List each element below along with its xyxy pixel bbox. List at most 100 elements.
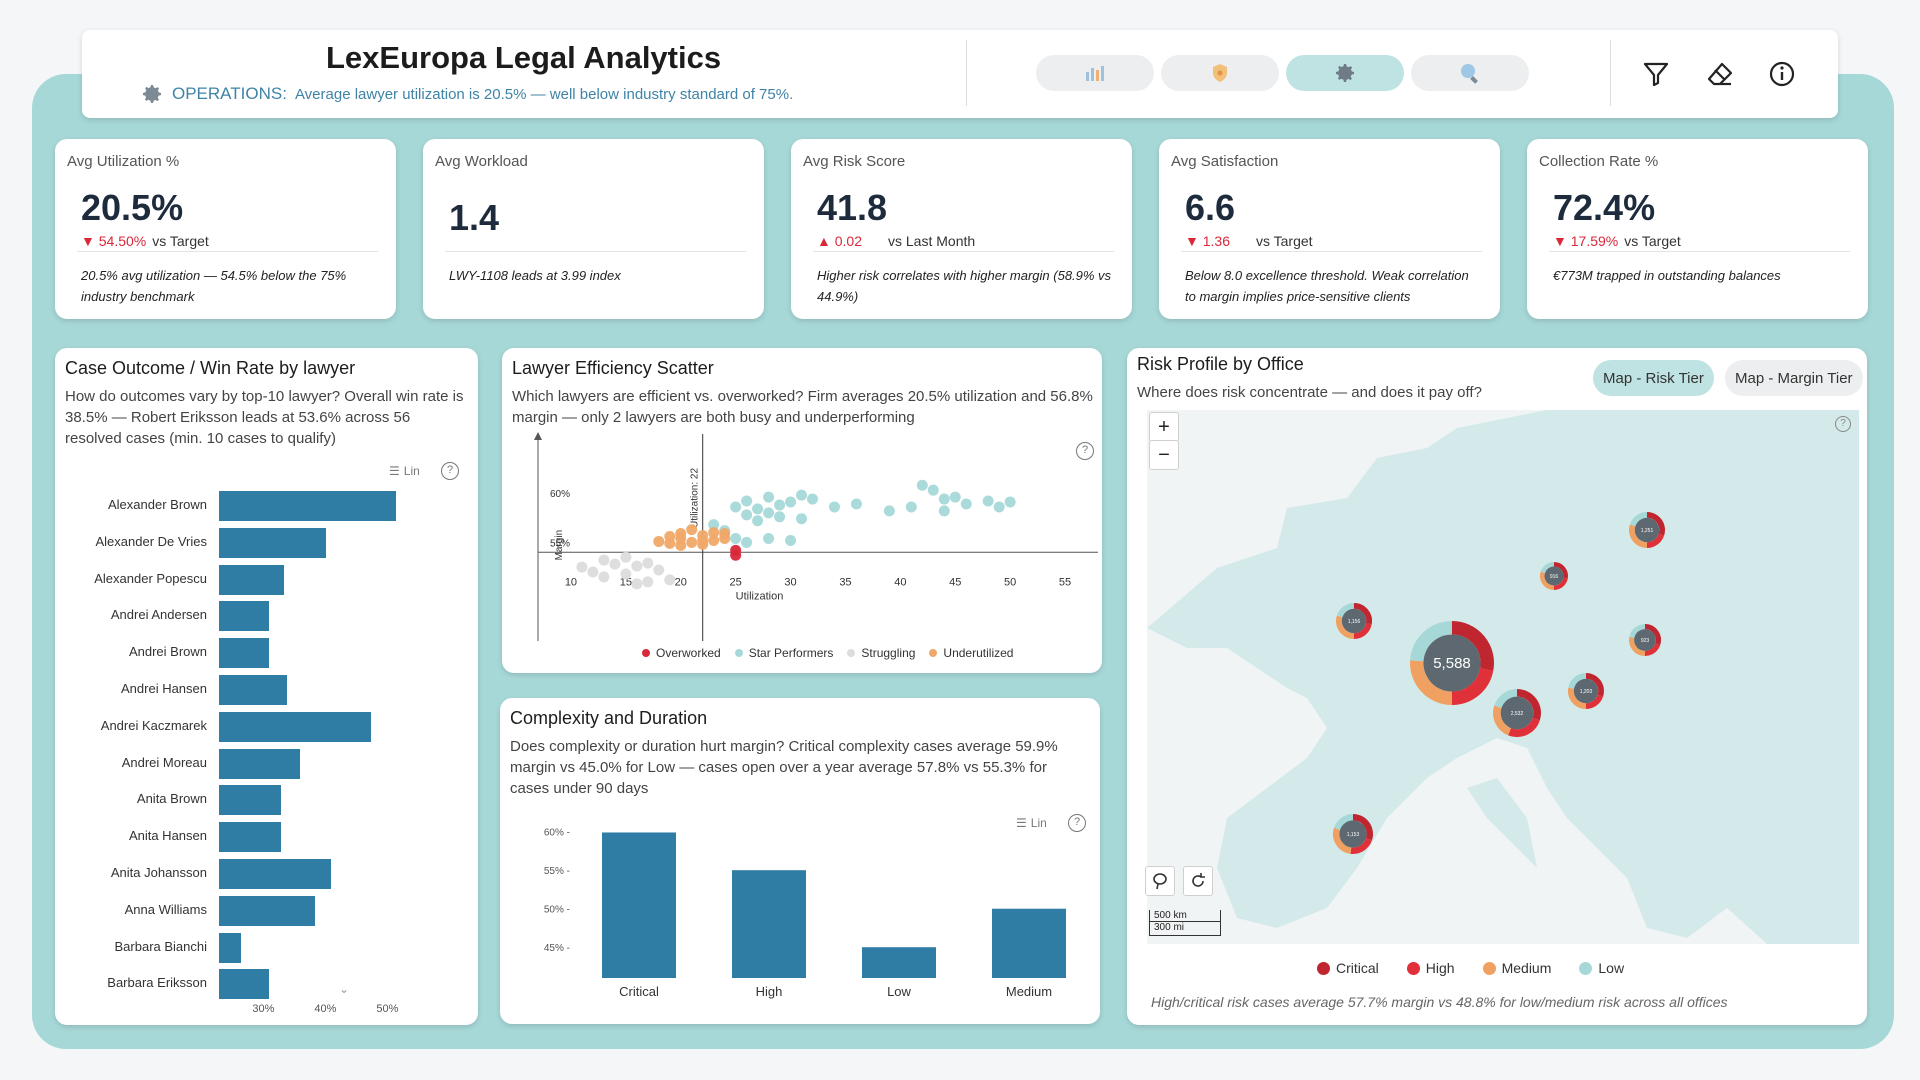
reset-view-button[interactable] [1183, 866, 1213, 896]
kpi-value: 72.4% [1553, 187, 1656, 228]
legend-label: Overworked [656, 646, 721, 660]
bar[interactable] [219, 527, 326, 558]
x-tick-label: 20 [675, 576, 687, 588]
scatter-point [883, 505, 895, 517]
bar-row[interactable]: Andrei Kaczmarek [55, 711, 475, 742]
office-donut-segment [1516, 689, 1541, 721]
x-tick-label: 30 [784, 576, 796, 588]
filter-button[interactable] [1640, 58, 1672, 90]
linear-scale-toggle[interactable]: ☰ Lin [1016, 816, 1047, 830]
page-pill-risk[interactable] [1161, 55, 1279, 91]
office-donut-segment [1410, 660, 1453, 705]
page-pill-overview[interactable] [1036, 55, 1154, 91]
bar-row[interactable]: Barbara Bianchi [55, 932, 475, 963]
complexity-bar [862, 947, 936, 978]
bar-row[interactable]: Andrei Brown [55, 638, 475, 669]
search-icon [1461, 64, 1478, 84]
page-pill-operations[interactable] [1286, 55, 1404, 91]
office-count-label: 1,203 [1580, 689, 1593, 695]
bar-row[interactable]: Andrei Andersen [55, 601, 475, 632]
europe-map[interactable]: 5,588 2,532 1,251 1,156 1,203 1,153 923 916 [1127, 348, 1867, 1025]
bar[interactable] [219, 638, 269, 669]
bar[interactable] [219, 822, 281, 853]
tab-map-margin-tier[interactable]: Map - Margin Tier [1725, 360, 1863, 396]
map-scale-bar: 500 km 300 mi [1149, 910, 1221, 936]
scatter-point [686, 536, 698, 548]
legend-label: Low [1598, 960, 1625, 976]
scatter-point [686, 524, 698, 536]
linear-scale-toggle[interactable]: ☰ Lin [389, 464, 420, 478]
refresh-icon [1192, 873, 1205, 887]
legend-item: Struggling [847, 646, 915, 660]
kpi-delta-row: ▼ 17.59% vs Target [1553, 233, 1681, 249]
bar-row[interactable]: Anita Johansson [55, 859, 475, 889]
y-axis-label: Margin [554, 530, 565, 561]
zoom-out-button[interactable]: − [1149, 440, 1179, 470]
bar[interactable] [219, 932, 241, 963]
page-pill-search[interactable] [1411, 55, 1529, 91]
help-icon[interactable]: ? [441, 462, 459, 480]
bar[interactable] [219, 895, 316, 926]
bar[interactable] [219, 859, 331, 889]
kpi-card-risk-score: Avg Risk Score 41.8 ▲ 0.02 vs Last Month… [791, 139, 1132, 319]
lasso-button[interactable] [1145, 866, 1175, 896]
bar[interactable] [219, 675, 288, 705]
scatter-point [741, 536, 753, 548]
office-donut-center [1634, 517, 1660, 543]
scatter-point [730, 532, 742, 544]
office-donut-center [1634, 629, 1656, 651]
bar[interactable] [219, 748, 300, 779]
kpi-comparison: vs Last Month [888, 233, 976, 249]
bar-row[interactable]: Anita Hansen [55, 822, 475, 853]
bar[interactable] [219, 711, 371, 742]
operations-text: Average lawyer utilization is 20.5% — we… [294, 85, 794, 103]
legend-item: Underutilized [929, 646, 1013, 660]
x-tick-label: 50% [376, 1003, 399, 1015]
scatter-point [653, 564, 665, 576]
complexity-chart: 45% - 50% - 55% - 60% - Critical High Low Mediu… [544, 828, 1066, 999]
office-donut-segment [1629, 637, 1646, 656]
panel-subtitle: How do outcomes vary by top-10 lawyer? O… [65, 388, 464, 447]
bar-row[interactable]: Anita Brown [55, 785, 475, 816]
bar[interactable] [219, 564, 285, 595]
scale-km: 500 km [1150, 910, 1220, 922]
office-donut-segment [1585, 673, 1604, 697]
x-tick-label: 15 [620, 576, 632, 588]
bar[interactable] [219, 785, 281, 816]
divider [445, 251, 746, 252]
tab-map-risk-tier[interactable]: Map - Risk Tier [1593, 360, 1714, 396]
office-donut-segment [1585, 694, 1604, 709]
bar-row[interactable]: Anna Williams [55, 895, 475, 926]
scatter-point [763, 532, 775, 544]
bar[interactable] [219, 601, 269, 632]
info-button[interactable] [1766, 58, 1798, 90]
bar-row[interactable]: Andrei Moreau [55, 748, 475, 779]
legend-item: Low [1579, 960, 1624, 976]
bar-row[interactable]: Alexander Brown [55, 491, 475, 521]
list-icon: ☰ [389, 464, 400, 478]
help-icon[interactable]: ? [1068, 814, 1086, 832]
panel-title: Complexity and Duration [510, 708, 708, 728]
chevron-down-icon[interactable]: ⌄ [339, 982, 350, 996]
zoom-in-button[interactable]: + [1149, 412, 1179, 442]
help-icon[interactable]: ? [1835, 416, 1851, 432]
bar-row[interactable]: Barbara Eriksson [55, 969, 475, 1000]
kpi-comparison: vs Target [1624, 233, 1681, 249]
bar-row[interactable]: Andrei Hansen [55, 675, 475, 705]
scatter-point [620, 568, 632, 580]
bar[interactable] [219, 491, 396, 521]
office-donut-segment [1333, 814, 1354, 831]
bar-label: Anita Johansson [110, 865, 207, 880]
office-donut-segment [1568, 673, 1587, 689]
bar-row[interactable]: Alexander De Vries [55, 527, 475, 558]
eraser-button[interactable] [1704, 58, 1736, 90]
kpi-note: Higher risk correlates with higher margi… [817, 268, 1112, 304]
help-icon[interactable]: ? [1076, 442, 1094, 460]
office-donut-center [1573, 678, 1599, 704]
scale-mi: 300 mi [1154, 922, 1185, 933]
office-donut-segment [1644, 624, 1661, 645]
bar-row[interactable]: Alexander Popescu [55, 564, 475, 595]
office-count-label: 1,251 [1641, 528, 1654, 534]
office-donut-segment [1540, 571, 1555, 590]
bar[interactable] [219, 969, 269, 1000]
